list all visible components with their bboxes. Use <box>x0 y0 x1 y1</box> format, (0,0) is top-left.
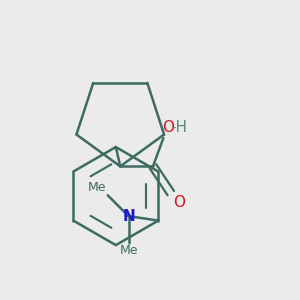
Text: -H: -H <box>170 119 187 134</box>
Text: O: O <box>162 119 174 134</box>
Text: N: N <box>122 208 135 224</box>
Text: Me: Me <box>88 181 106 194</box>
Text: Me: Me <box>119 244 138 257</box>
Text: O: O <box>173 195 185 210</box>
